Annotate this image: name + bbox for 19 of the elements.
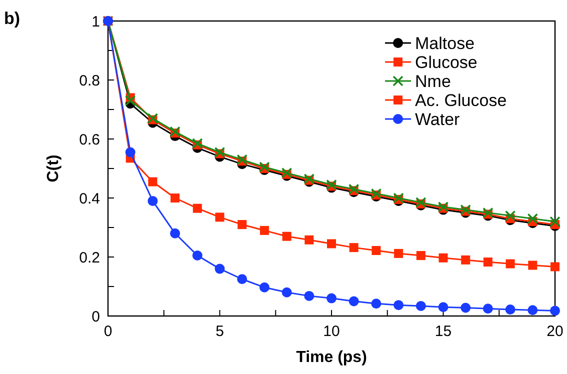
text: b) <box>4 9 20 28</box>
y-tick-label: 0.6 <box>79 131 100 148</box>
y-axis-title: C(t) <box>45 154 62 182</box>
x-tick-label: 15 <box>434 323 452 340</box>
legend-label: Ac. Glucose <box>415 90 507 110</box>
x-axis-title: Time (ps) <box>296 349 367 366</box>
x-tick-label: 0 <box>104 323 112 340</box>
x-tick-label: 5 <box>216 323 224 340</box>
y-tick-label: 0.2 <box>79 249 100 266</box>
y-tick-label: 0 <box>92 308 100 326</box>
legend-label: Maltose <box>415 34 475 53</box>
legend-label: Water <box>415 110 460 129</box>
y-tick-label: 0.8 <box>79 72 100 90</box>
legend-label: Glucose <box>415 52 478 72</box>
x-tick-label: 20 <box>546 323 564 340</box>
x-tick-label: 10 <box>323 323 340 340</box>
y-tick-label: 0.4 <box>79 190 100 208</box>
y-tick-label: 1 <box>92 13 100 30</box>
legend-label: Nme <box>415 72 451 91</box>
